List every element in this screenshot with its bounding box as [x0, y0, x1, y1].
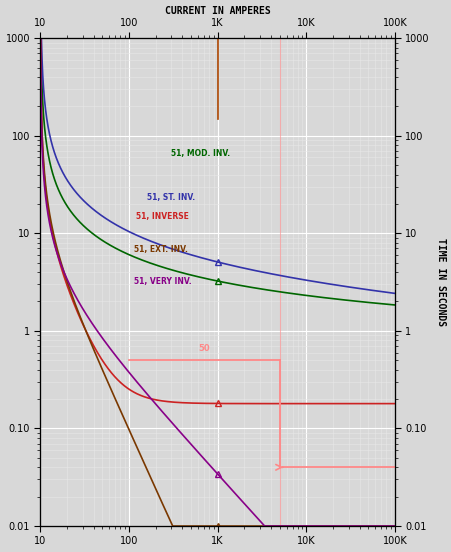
Text: 51, ST. INV.: 51, ST. INV. — [147, 193, 195, 202]
X-axis label: CURRENT IN AMPERES: CURRENT IN AMPERES — [165, 6, 270, 15]
Text: 50: 50 — [198, 344, 209, 353]
Text: 51, VERY INV.: 51, VERY INV. — [134, 277, 192, 286]
Text: 51, MOD. INV.: 51, MOD. INV. — [171, 149, 230, 158]
Y-axis label: TIME IN SECONDS: TIME IN SECONDS — [436, 238, 446, 326]
Text: 51, EXT. INV.: 51, EXT. INV. — [134, 245, 188, 253]
Text: 51, INVERSE: 51, INVERSE — [136, 212, 189, 221]
